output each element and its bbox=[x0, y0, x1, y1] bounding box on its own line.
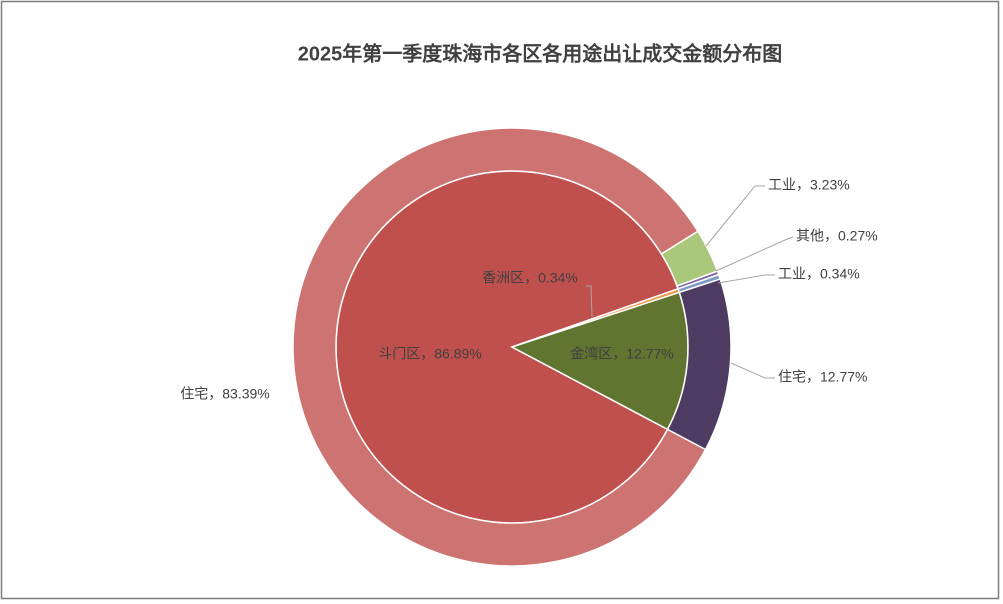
data-label: 斗门区，86.89% bbox=[378, 346, 481, 362]
pie-slice bbox=[666, 278, 732, 451]
leader-line bbox=[705, 185, 765, 247]
leader-line bbox=[730, 362, 775, 379]
pie-slice bbox=[292, 127, 707, 567]
chart-title: 2025年第一季度珠海市各区各用途出让成交金额分布图 bbox=[298, 41, 783, 65]
data-label: 其他，0.27% bbox=[796, 228, 878, 244]
data-label: 香洲区，0.34% bbox=[482, 270, 578, 286]
leader-line bbox=[715, 236, 794, 272]
leader-line bbox=[586, 285, 593, 318]
leader-line bbox=[717, 274, 775, 284]
data-label: 住宅，12.77% bbox=[778, 369, 867, 385]
data-label: 金湾区，12.77% bbox=[570, 346, 673, 362]
data-label: 工业，0.34% bbox=[778, 266, 860, 282]
data-label: 住宅，83.39% bbox=[180, 386, 269, 402]
data-label: 工业，3.23% bbox=[768, 177, 850, 193]
